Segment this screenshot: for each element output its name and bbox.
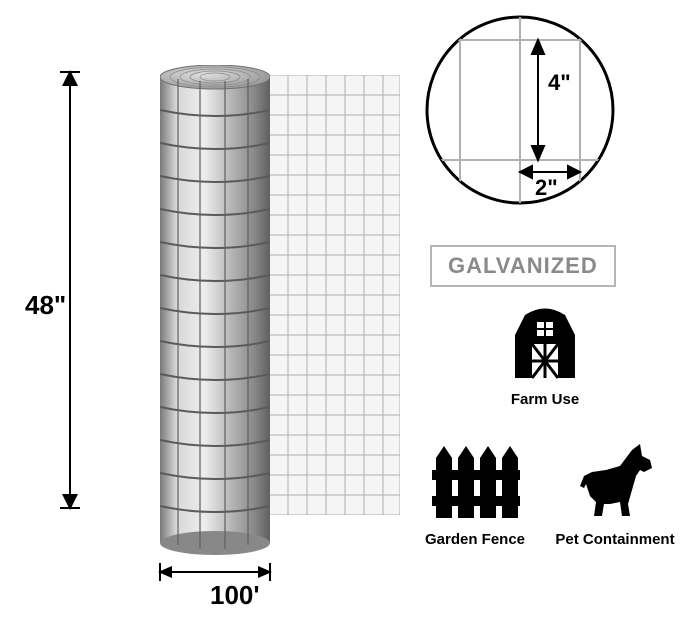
mesh-width-label: 2" [535, 175, 558, 200]
mesh-detail-circle: 4" 2" [420, 10, 620, 210]
use-garden: Garden Fence [415, 440, 535, 548]
mesh-height-label: 4" [548, 70, 571, 95]
product-diagram: 48" [10, 30, 410, 590]
dog-icon [570, 440, 660, 520]
use-farm-label: Farm Use [500, 391, 590, 408]
barn-icon [505, 300, 585, 380]
fence-roll-cylinder [160, 65, 270, 555]
width-label: 100' [210, 580, 260, 611]
use-pet: Pet Containment [550, 440, 680, 548]
galvanized-badge: GALVANIZED [430, 245, 616, 287]
use-garden-label: Garden Fence [415, 531, 535, 548]
fence-roll [110, 65, 390, 565]
mesh-grid-background [250, 75, 400, 515]
use-pet-label: Pet Containment [550, 531, 680, 548]
use-farm: Farm Use [500, 300, 590, 408]
height-label: 48" [25, 290, 66, 321]
fence-icon [430, 440, 520, 520]
